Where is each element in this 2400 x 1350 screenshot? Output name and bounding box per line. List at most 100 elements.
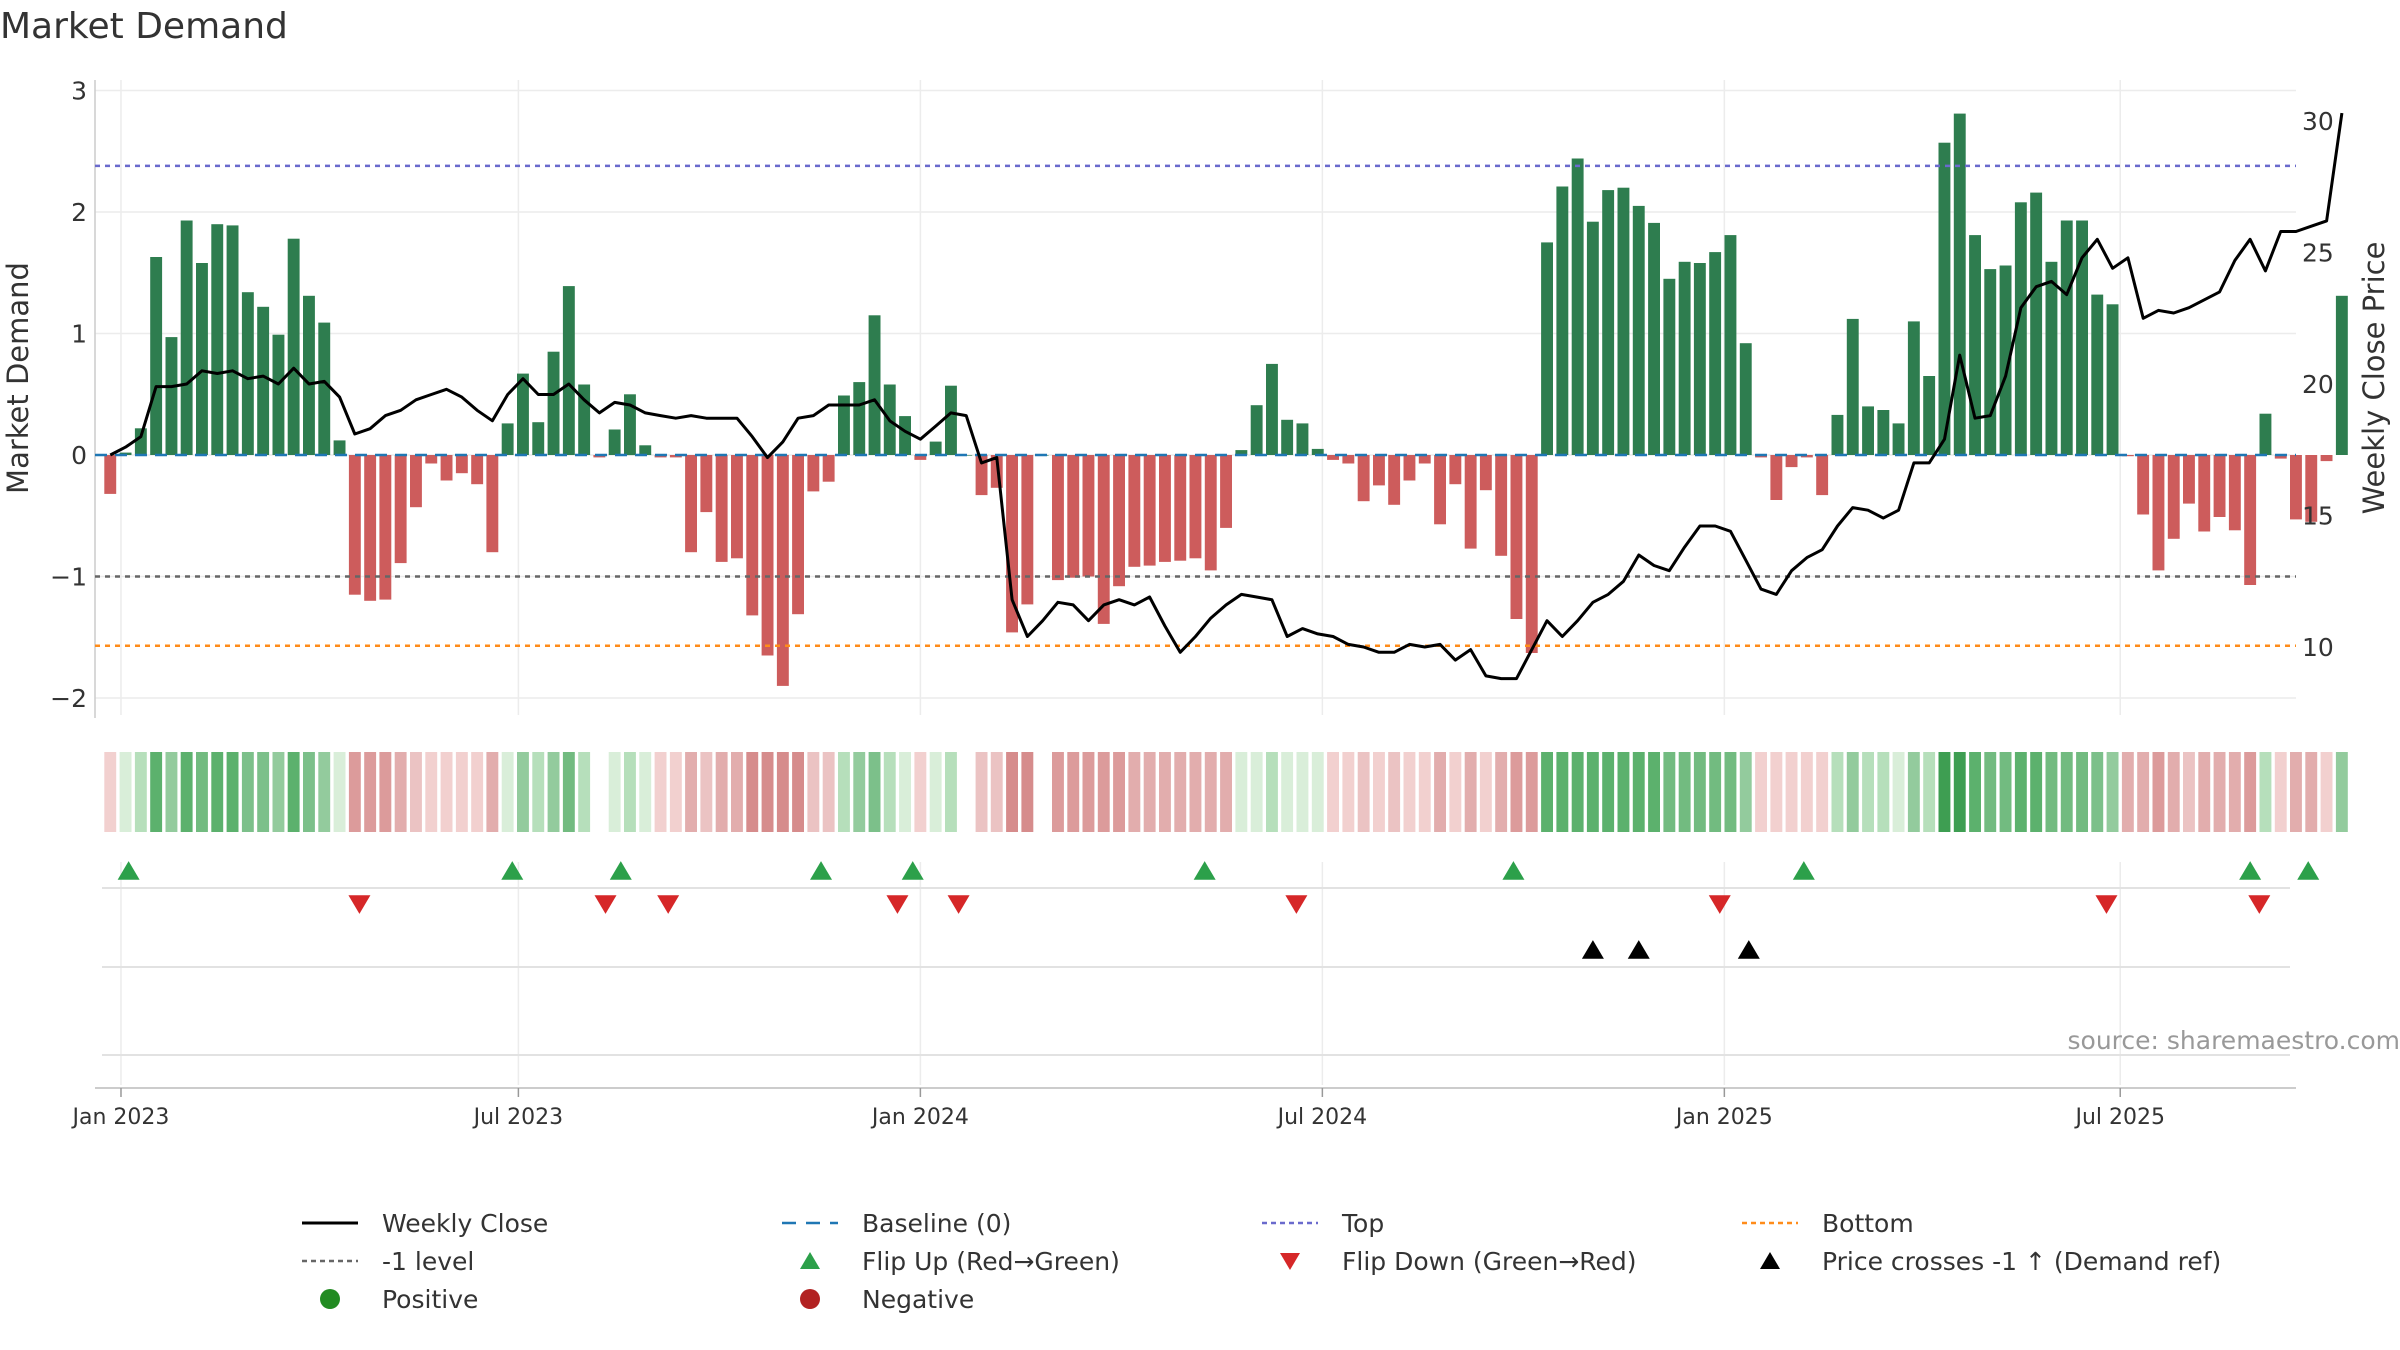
flip-down-marker [594,895,617,914]
strip-cell [1969,752,1981,832]
strip-cell [1266,752,1278,832]
strip-cell [1510,752,1523,832]
demand-bar [1464,455,1477,549]
strip-cell [578,752,591,832]
demand-bar [1159,455,1171,562]
demand-bar [547,351,560,455]
strip-cell [2030,752,2043,832]
demand-bar [348,455,361,595]
flip-up-marker [1193,861,1216,880]
demand-bar [2137,455,2150,515]
demand-bar [2274,455,2287,459]
strip-cell [2045,752,2058,832]
strip-cell [1648,752,1660,832]
demand-bar [562,286,575,455]
demand-bar [226,225,239,455]
demand-bar [1907,321,1920,455]
demand-bar [2091,294,2104,455]
flip-down-marker [886,895,909,914]
demand-bar [257,306,270,455]
strip-cell [1403,752,1416,832]
demand-bar [608,429,621,455]
strip-cell [2091,752,2104,832]
strip-cell [333,752,346,832]
reference-lines [95,164,2296,648]
strip-cell [1953,752,1966,832]
strip-cell [241,752,254,832]
y2-axis-label: Weekly Close Price [2357,242,2391,515]
flip-down-marker [2095,895,2118,914]
x-tick-label: Jul 2025 [2073,1105,2165,1130]
price-cross-marker [1737,940,1760,959]
demand-bar [1174,455,1187,561]
legend-triangle [1760,1252,1780,1269]
strip-cell [2259,752,2272,832]
demand-bar [1388,455,1401,505]
strip-cell [838,752,850,832]
legend-item: -1 level [300,1247,780,1276]
strip-cell [2274,752,2287,832]
strip-cell [410,752,422,832]
strip-cell [1541,752,1553,832]
demand-bar [364,455,377,601]
demand-bar [1266,363,1278,455]
strip-cell [1724,752,1737,832]
strip-cell [1785,752,1798,832]
demand-bar [624,394,636,456]
x-tick-label: Jul 2024 [1276,1105,1368,1130]
demand-bar [822,455,835,482]
demand-bar [2106,304,2119,455]
legend-symbol [302,1259,358,1263]
legend-label: Negative [862,1284,975,1314]
demand-bar [578,384,591,455]
y-axis-label: Market Demand [1,262,35,494]
demand-bar [303,295,315,455]
strip-cell [624,752,636,832]
demand-bar [1739,343,1752,455]
demand-bar [975,455,988,496]
legend-item: Flip Down (Green→Red) [1260,1247,1740,1276]
demand-bar [1311,448,1324,455]
demand-bar [2014,202,2027,455]
strip-cell [1862,752,1874,832]
demand-bar [104,455,117,494]
strip-cell [960,752,973,832]
strip-cell [257,752,270,832]
demand-bar [2045,261,2058,455]
demand-bar [1816,455,1829,496]
demand-bar [1021,455,1034,605]
demand-bar [180,220,193,455]
strip-cell [731,752,743,832]
demand-bar [868,315,881,455]
strip-cell [532,752,545,832]
strip-cell [1846,752,1859,832]
demand-bar [2167,455,2180,539]
demand-color-strip [104,752,2348,832]
demand-bar [333,440,346,455]
strip-cell [1143,752,1156,832]
strip-cell [2244,752,2257,832]
legend-item: Weekly Close [300,1209,780,1238]
grid-layer [94,80,2296,1085]
demand-bar [731,455,743,559]
strip-cell [975,752,988,832]
strip-cell [2290,752,2302,832]
demand-bar [1495,455,1508,556]
demand-bar [700,455,713,513]
strip-cell [1709,752,1722,832]
strip-cell [1877,752,1890,832]
strip-cell [455,752,468,832]
y2-axis-ticks: 10 15 20 25 30 [2302,107,2334,662]
source-note: source: sharemaestro.com [2068,1026,2400,1055]
flip-down-marker [947,895,970,914]
demand-bar [746,455,759,616]
strip-cell [1663,752,1676,832]
legend-symbol [1742,1221,1798,1225]
legend: Weekly Close Baseline (0) Top Bottom -1 … [300,1209,2250,1314]
strip-cell [165,752,178,832]
flip-up-marker [810,861,833,880]
flip-down-marker [348,895,371,914]
y-tick-label: −2 [50,684,87,713]
strip-cell [2121,752,2134,832]
strip-cell [1800,752,1813,832]
